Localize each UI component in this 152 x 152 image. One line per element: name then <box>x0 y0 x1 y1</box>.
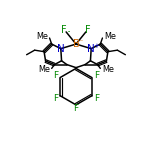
Text: Me: Me <box>104 32 116 41</box>
Text: F: F <box>61 25 67 35</box>
Text: N: N <box>87 44 95 54</box>
Text: Me: Me <box>36 32 48 41</box>
Text: Me: Me <box>102 65 114 74</box>
Text: B: B <box>73 39 80 49</box>
Text: +: + <box>93 43 99 49</box>
Text: F: F <box>53 71 58 80</box>
Text: F: F <box>85 25 91 35</box>
Text: F: F <box>73 104 79 113</box>
Text: F: F <box>94 71 99 80</box>
Text: .: . <box>66 22 71 35</box>
Text: Me: Me <box>38 65 50 74</box>
Text: ⁻: ⁻ <box>79 37 83 46</box>
Text: F: F <box>94 93 99 103</box>
Text: F: F <box>53 93 58 103</box>
Text: N: N <box>57 44 65 54</box>
